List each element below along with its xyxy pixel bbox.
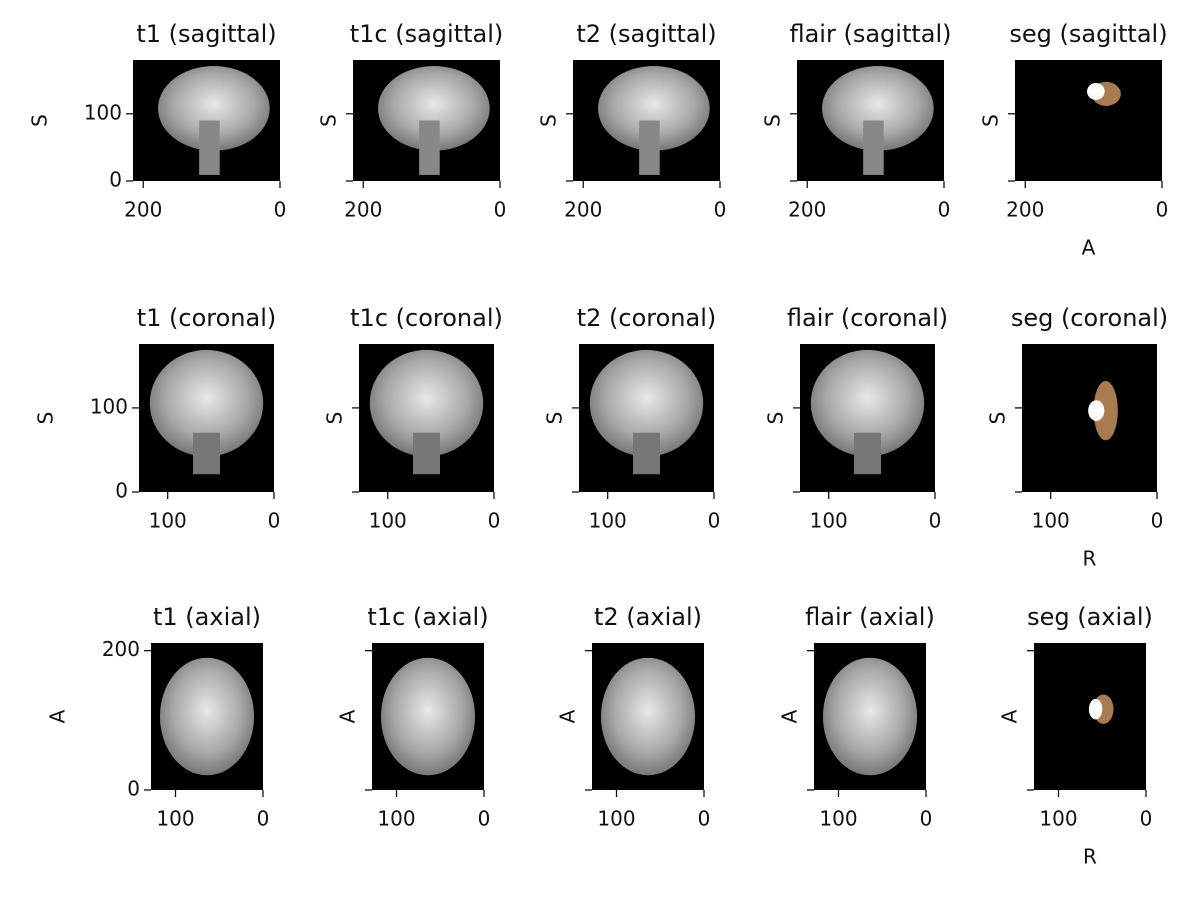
panel-title: t1c (coronal): [350, 304, 503, 332]
x-tick-label: 0: [478, 807, 491, 831]
y-axis-label: A: [556, 709, 580, 723]
panel-title: seg (axial): [1027, 603, 1153, 631]
y-axis-label: A: [778, 709, 802, 723]
x-axis-label: R: [1083, 547, 1097, 571]
x-tick-label: 100: [149, 509, 187, 533]
brain-stem: [863, 120, 884, 175]
x-tick-label: 0: [494, 198, 507, 222]
y-axis-label: S: [979, 114, 1003, 127]
brain-slice: [600, 657, 696, 776]
x-tick-label: 0: [714, 198, 727, 222]
x-tick-label: 0: [488, 509, 501, 533]
panel-title: t2 (axial): [594, 603, 702, 631]
x-tick-label: 0: [274, 198, 287, 222]
x-tick-label: 200: [1006, 198, 1044, 222]
panel-title: flair (axial): [805, 603, 935, 631]
segmentation-core: [1087, 82, 1105, 100]
brain-slice: [149, 349, 264, 457]
panel-title: flair (sagittal): [789, 20, 951, 48]
x-tick-label: 100: [156, 807, 194, 831]
x-tick-label: 100: [597, 807, 635, 831]
image-background: [1022, 344, 1157, 492]
panel-title: flair (coronal): [787, 304, 948, 332]
x-tick-label: 0: [920, 807, 933, 831]
brain-slice: [821, 66, 934, 151]
y-axis-label: S: [764, 412, 788, 425]
x-tick-label: 0: [1156, 198, 1169, 222]
x-tick-label: 100: [589, 509, 627, 533]
segmentation-core: [1088, 698, 1103, 720]
panel-title: seg (coronal): [1011, 304, 1168, 332]
brain-stem: [193, 432, 220, 475]
x-tick-label: 100: [377, 807, 415, 831]
x-tick-label: 200: [344, 198, 382, 222]
brain-slice: [157, 66, 270, 151]
panel-title: t1 (axial): [153, 603, 261, 631]
x-axis-label: R: [1083, 845, 1097, 869]
panel-title: t1 (sagittal): [136, 20, 276, 48]
panel-title: t2 (sagittal): [576, 20, 716, 48]
y-axis-label: A: [336, 709, 360, 723]
y-axis-label: S: [537, 114, 561, 127]
y-tick-label: 0: [115, 479, 128, 503]
segmentation-edema: [1093, 381, 1118, 441]
x-tick-label: 0: [708, 509, 721, 533]
y-tick-label: 100: [84, 100, 122, 124]
y-tick-label: 0: [109, 168, 122, 192]
y-axis-label: S: [34, 412, 58, 425]
brain-slice: [589, 349, 704, 457]
x-tick-label: 100: [1039, 807, 1077, 831]
x-tick-label: 200: [124, 198, 162, 222]
panel-title: t1c (axial): [367, 603, 488, 631]
panel-title: t1c (sagittal): [350, 20, 504, 48]
y-tick-label: 200: [102, 637, 140, 661]
y-axis-label: A: [998, 709, 1022, 723]
x-tick-label: 0: [257, 807, 270, 831]
y-axis-label: A: [46, 709, 70, 723]
y-axis-label: S: [761, 114, 785, 127]
y-axis-label: S: [986, 412, 1010, 425]
brain-stem: [854, 432, 881, 475]
x-tick-label: 0: [938, 198, 951, 222]
y-tick-label: 0: [127, 777, 140, 801]
image-background: [1015, 60, 1162, 181]
brain-stem: [199, 120, 220, 175]
brain-slice: [377, 66, 490, 151]
panel-title: t2 (coronal): [577, 304, 717, 332]
y-axis-label: S: [28, 114, 52, 127]
x-tick-label: 100: [1032, 509, 1070, 533]
y-tick-label: 100: [90, 394, 128, 418]
x-tick-label: 100: [810, 509, 848, 533]
brain-slice: [159, 657, 255, 776]
x-tick-label: 0: [929, 509, 942, 533]
brain-slice: [822, 657, 918, 776]
x-tick-label: 100: [369, 509, 407, 533]
brain-stem: [639, 120, 660, 175]
panel-title: seg (sagittal): [1009, 20, 1167, 48]
brain-slice: [369, 349, 484, 457]
panel-title: t1 (coronal): [137, 304, 277, 332]
x-axis-label: A: [1082, 236, 1096, 260]
x-tick-label: 0: [1151, 509, 1164, 533]
brain-slice: [597, 66, 710, 151]
x-tick-label: 100: [819, 807, 857, 831]
brain-slice: [810, 349, 925, 457]
x-tick-label: 200: [788, 198, 826, 222]
y-axis-label: S: [323, 412, 347, 425]
x-tick-label: 0: [698, 807, 711, 831]
y-axis-label: S: [543, 412, 567, 425]
y-axis-label: S: [317, 114, 341, 127]
brain-stem: [633, 432, 660, 475]
image-background: [1034, 643, 1146, 790]
x-tick-label: 200: [564, 198, 602, 222]
brain-stem: [413, 432, 440, 475]
x-tick-label: 0: [268, 509, 281, 533]
segmentation-core: [1088, 400, 1105, 421]
brain-slice: [380, 657, 476, 776]
x-tick-label: 0: [1140, 807, 1153, 831]
brain-stem: [419, 120, 440, 175]
